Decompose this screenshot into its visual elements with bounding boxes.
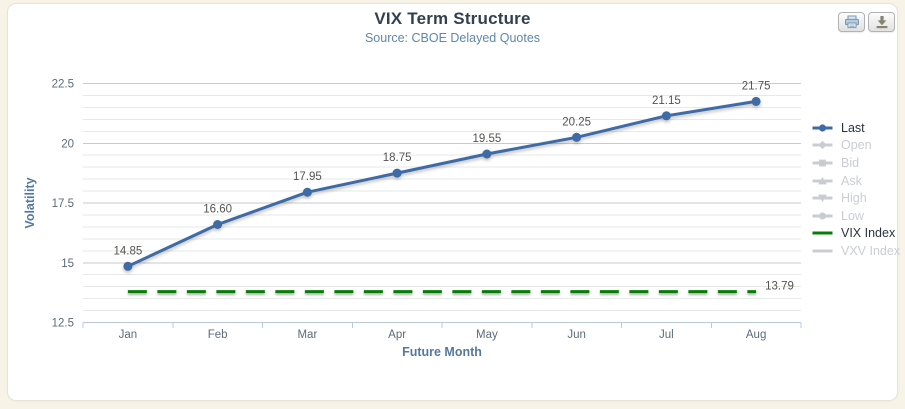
svg-text:16.60: 16.60 bbox=[203, 204, 232, 216]
x-axis-title: Future Month bbox=[402, 345, 482, 359]
data-point-jun[interactable] bbox=[572, 132, 582, 142]
svg-text:21.75: 21.75 bbox=[742, 80, 771, 92]
svg-text:15: 15 bbox=[61, 258, 74, 270]
svg-text:Feb: Feb bbox=[208, 329, 228, 341]
svg-text:20: 20 bbox=[61, 138, 74, 150]
x-axis bbox=[82, 322, 802, 328]
y-axis-title: Volatility bbox=[23, 177, 37, 228]
diamond-legend-marker-icon bbox=[812, 141, 833, 150]
circle-legend-marker-icon bbox=[812, 212, 833, 220]
svg-text:Aug: Aug bbox=[746, 329, 766, 341]
legend-item-label: Ask bbox=[841, 173, 862, 188]
legend-item-label: Bid bbox=[841, 155, 860, 170]
legend-item-label: Low bbox=[841, 208, 864, 223]
svg-text:Jul: Jul bbox=[659, 329, 674, 341]
svg-text:May: May bbox=[476, 329, 498, 341]
svg-text:21.15: 21.15 bbox=[652, 95, 681, 107]
gridlines bbox=[83, 83, 801, 323]
data-point-jan[interactable] bbox=[123, 261, 133, 271]
data-point-may[interactable] bbox=[482, 149, 492, 159]
chart-title: VIX Term Structure bbox=[374, 9, 531, 28]
data-point-mar[interactable] bbox=[302, 187, 312, 197]
svg-text:Jun: Jun bbox=[567, 329, 586, 341]
legend-item-vxv-index[interactable]: VXV Index bbox=[812, 242, 900, 260]
legend-item-low[interactable]: Low bbox=[812, 207, 900, 225]
svg-text:12.5: 12.5 bbox=[52, 318, 74, 330]
y-tick-labels: 12.5 15 17.5 20 22.5 bbox=[52, 79, 74, 330]
legend-item-last[interactable]: Last bbox=[812, 119, 900, 137]
chart-toolbar bbox=[838, 12, 895, 32]
data-point-feb[interactable] bbox=[213, 220, 223, 229]
svg-text:Jan: Jan bbox=[119, 329, 138, 341]
circle-legend-marker-icon bbox=[812, 124, 833, 132]
printer-icon bbox=[844, 15, 860, 29]
vix-index-value-label: 13.79 bbox=[765, 281, 794, 293]
legend-item-label: Last bbox=[841, 120, 865, 135]
download-icon bbox=[874, 15, 890, 29]
legend-item-ask[interactable]: Ask bbox=[812, 172, 900, 190]
data-point-aug[interactable] bbox=[751, 96, 761, 106]
svg-text:14.85: 14.85 bbox=[113, 245, 142, 257]
data-labels: 14.85 16.60 17.95 18.75 19.55 20.25 21.15 21.75 bbox=[113, 80, 770, 257]
data-point-apr[interactable] bbox=[392, 168, 402, 178]
svg-text:17.5: 17.5 bbox=[52, 198, 74, 210]
triangle-up-legend-marker-icon bbox=[812, 176, 833, 184]
legend-item-high[interactable]: High bbox=[812, 189, 900, 207]
legend-item-open[interactable]: Open bbox=[812, 137, 900, 155]
svg-text:19.55: 19.55 bbox=[472, 133, 501, 145]
legend: Last Open Bid Ask High Low VIX Index VXV Index bbox=[812, 119, 900, 260]
svg-text:18.75: 18.75 bbox=[383, 152, 412, 164]
legend-item-label: VXV Index bbox=[841, 243, 901, 258]
legend-item-vix-index[interactable]: VIX Index bbox=[812, 225, 900, 243]
print-button[interactable] bbox=[838, 12, 865, 32]
line-legend-marker-icon bbox=[812, 231, 833, 235]
triangle-down-legend-marker-icon bbox=[812, 194, 833, 203]
legend-item-label: High bbox=[841, 191, 867, 206]
legend-item-bid[interactable]: Bid bbox=[812, 154, 900, 172]
series-last bbox=[123, 96, 761, 271]
svg-text:22.5: 22.5 bbox=[52, 79, 74, 91]
legend-item-label: VIX Index bbox=[841, 226, 896, 241]
svg-text:20.25: 20.25 bbox=[562, 116, 591, 128]
line-legend-marker-icon bbox=[812, 249, 833, 253]
svg-text:Apr: Apr bbox=[388, 329, 406, 341]
legend-item-label: Open bbox=[841, 138, 872, 153]
chart-card bbox=[7, 3, 898, 401]
data-point-jul[interactable] bbox=[661, 111, 671, 121]
x-tick-labels: Jan Feb Mar Apr May Jun Jul Aug bbox=[119, 329, 767, 341]
svg-text:Mar: Mar bbox=[297, 329, 317, 341]
download-button[interactable] bbox=[868, 12, 895, 32]
svg-text:17.95: 17.95 bbox=[293, 171, 322, 183]
square-legend-marker-icon bbox=[812, 159, 833, 167]
chart-subtitle: Source: CBOE Delayed Quotes bbox=[364, 31, 541, 45]
